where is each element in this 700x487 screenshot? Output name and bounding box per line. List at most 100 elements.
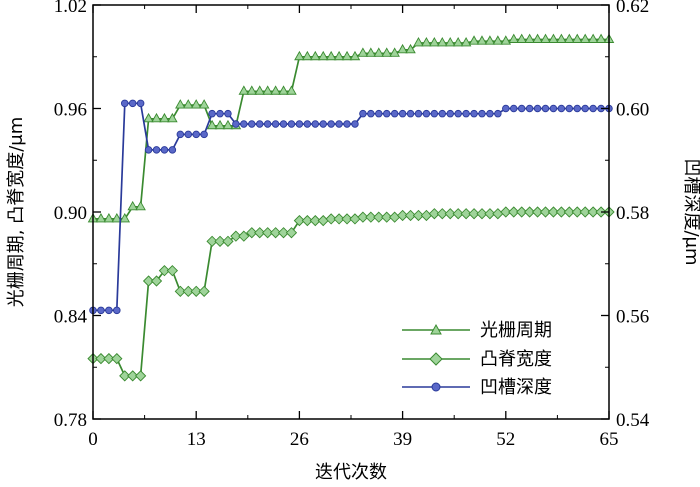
data-point	[524, 33, 535, 43]
data-point	[248, 120, 256, 128]
data-point	[190, 285, 202, 297]
data-point	[573, 104, 581, 113]
data-point	[150, 275, 163, 287]
data-point	[508, 33, 520, 43]
data-point	[500, 206, 512, 218]
legend-marker-circle	[431, 382, 441, 392]
data-point	[127, 370, 139, 382]
data-point	[555, 206, 568, 218]
data-point	[319, 120, 327, 128]
data-point	[444, 37, 456, 47]
data-point	[158, 265, 171, 277]
data-point	[452, 37, 464, 47]
legend-marker-diamond	[429, 352, 443, 366]
data-point	[134, 370, 147, 382]
data-point	[454, 109, 462, 118]
data-point	[262, 227, 274, 239]
x-tick-label: 39	[393, 429, 412, 450]
data-point	[367, 109, 375, 118]
data-point	[428, 208, 440, 220]
data-point	[103, 352, 115, 365]
data-point	[390, 109, 399, 118]
data-point	[285, 227, 298, 239]
y-right-tick-label: 0.54	[616, 410, 650, 431]
data-point	[159, 112, 170, 123]
series-line-groove-depth	[93, 102, 609, 312]
data-point	[549, 104, 558, 113]
data-point	[333, 50, 345, 61]
data-point	[462, 109, 470, 118]
data-point	[216, 109, 224, 118]
data-point	[293, 214, 306, 227]
series-line-grating-period	[93, 38, 609, 220]
data-point	[484, 208, 496, 220]
data-point	[232, 120, 240, 128]
data-point	[254, 85, 265, 95]
data-point	[516, 206, 528, 218]
data-point	[97, 306, 105, 315]
data-point	[421, 37, 432, 47]
data-point	[460, 37, 472, 47]
data-point	[351, 120, 359, 128]
data-point	[119, 212, 131, 223]
data-point	[478, 109, 486, 118]
data-point	[238, 85, 250, 95]
legend-label-ridge-width: 凸脊宽度	[480, 349, 552, 370]
data-point	[579, 206, 591, 218]
data-point	[436, 208, 448, 220]
data-point	[95, 352, 107, 365]
data-point	[105, 306, 113, 315]
data-point	[111, 212, 123, 223]
data-point	[349, 213, 361, 225]
data-point	[595, 33, 607, 43]
data-point	[581, 104, 589, 113]
data-point	[389, 211, 401, 223]
data-point	[287, 120, 296, 128]
data-point	[365, 211, 377, 223]
series-groove-depth	[89, 99, 613, 315]
y-right-tick-label: 0.62	[616, 0, 649, 17]
x-axis-title: 迭代次数	[315, 462, 387, 483]
data-point	[365, 47, 377, 57]
y-left-tick-label: 1.02	[54, 0, 87, 17]
data-point	[190, 99, 202, 109]
data-point	[540, 33, 551, 43]
x-tick-label: 0	[88, 429, 98, 450]
series-layer	[87, 33, 615, 382]
data-point	[429, 37, 440, 47]
data-point	[294, 50, 305, 61]
data-point	[565, 104, 574, 113]
y-left-tick-label: 0.78	[54, 410, 87, 431]
data-point	[103, 212, 115, 223]
data-point	[113, 306, 121, 315]
data-point	[525, 104, 534, 113]
data-point	[359, 109, 367, 118]
data-point	[200, 130, 208, 139]
data-point	[508, 206, 520, 218]
data-point	[494, 109, 502, 118]
data-point	[484, 35, 496, 45]
data-point	[517, 104, 526, 113]
data-point	[184, 130, 193, 139]
data-point	[214, 235, 226, 247]
data-point	[317, 50, 329, 61]
data-point	[302, 50, 313, 61]
data-point	[373, 211, 385, 223]
data-point	[95, 212, 107, 223]
data-point	[160, 146, 169, 154]
data-point	[389, 47, 400, 57]
data-point	[277, 227, 290, 239]
series-grating-period	[87, 33, 615, 223]
data-point	[412, 209, 425, 222]
data-point	[476, 208, 488, 220]
data-point	[341, 213, 353, 225]
data-point	[533, 104, 542, 113]
data-point	[111, 352, 123, 365]
data-point	[246, 85, 258, 95]
data-point	[286, 85, 297, 95]
data-point	[349, 50, 361, 61]
legend-entry-groove-depth: 凹槽深度	[402, 377, 552, 398]
data-point	[420, 209, 433, 222]
data-point	[240, 120, 248, 128]
data-point	[206, 235, 218, 247]
